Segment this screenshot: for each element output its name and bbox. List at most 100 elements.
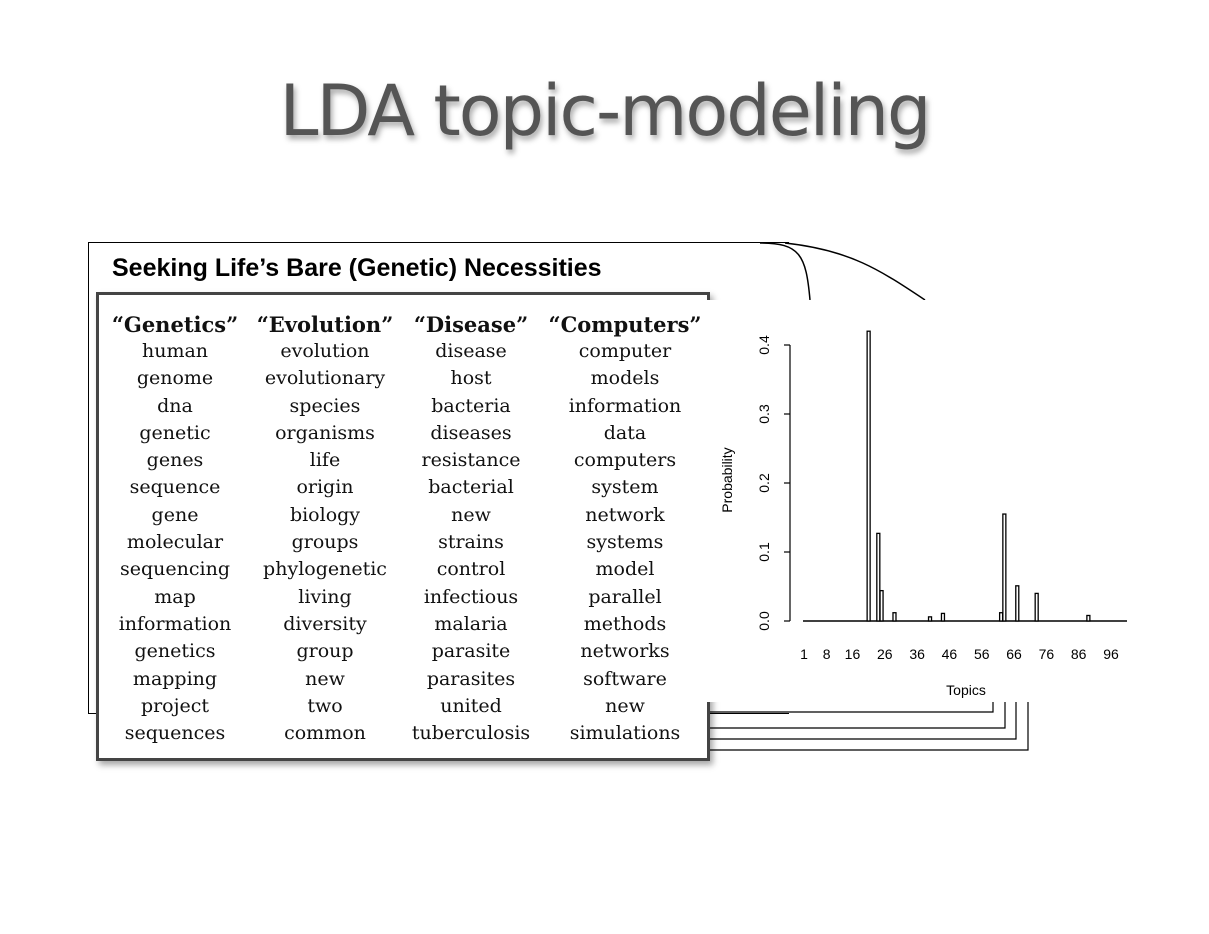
bar [1002,513,1007,622]
topic-word: networks [580,640,670,663]
topics-table: “Genetics” human genome dna genetic gene… [96,292,710,761]
topic-word: information [118,612,232,635]
topic-word: living [298,585,352,608]
topic-word: strains [438,531,504,554]
chart-panel [706,300,1036,702]
topic-word: diversity [283,612,367,635]
x-tick-label: 46 [942,646,958,662]
topic-word: control [436,558,506,581]
topic-word: system [591,476,659,499]
connector-line [706,702,994,713]
y-tick-label: 0.3 [756,404,772,424]
connector-line [706,702,1017,740]
topic-word: bacteria [431,394,511,417]
topic-word: two [307,694,343,717]
topic-word: common [284,722,366,745]
topic-word: systems [586,531,664,554]
x-tick-label: 86 [1071,646,1087,662]
slide-title: LDA topic-modeling [279,70,932,152]
topic-word: phylogenetic [263,558,387,581]
x-tick-label: 66 [1006,646,1022,662]
topic-word: models [590,367,660,390]
bar [1086,614,1091,622]
bar [876,532,881,622]
x-tick-label: 26 [877,646,893,662]
topic-word: bacterial [428,476,514,499]
topic-word: new [305,667,345,690]
topic-heading: “Disease” [413,312,529,337]
topic-word: human [141,340,209,362]
x-tick-label: 1 [800,646,808,662]
topic-word: species [289,394,361,417]
bar [879,589,884,622]
y-axis-label: Probability [719,447,735,512]
topic-word: organisms [275,421,375,444]
y-tick-label: 0.1 [756,542,772,562]
bar [940,612,946,622]
y-tick-label: 0.0 [756,611,772,631]
chart-layer: 0.0 0.1 0.2 0.3 0.4 1 8 16 26 36 46 56 66 76 86 96 [756,330,1127,662]
topic-word: parasites [426,667,516,690]
topic-word: evolutionary [264,367,386,390]
bar [1015,585,1020,622]
topic-word: host [450,367,492,390]
y-tick-label: 0.4 [756,335,772,355]
topic-word: computer [578,340,672,362]
topic-word: gene [151,503,199,526]
topic-word: data [603,421,647,444]
bar [892,612,897,622]
topic-word: group [296,640,354,663]
topic-word: genetic [139,421,211,444]
topic-word: new [605,694,645,717]
topic-word: genome [136,367,214,390]
topic-word: origin [296,476,354,499]
topic-word: model [595,558,655,581]
bar [1034,592,1039,622]
topic-word: mapping [132,667,218,690]
topic-word: parallel [588,585,662,608]
topic-word: diseases [430,421,512,444]
topic-column-disease: “Disease” disease host bacteria diseases… [412,311,530,747]
topic-word: sequence [129,476,221,499]
bar [927,616,933,622]
x-tick-label: 8 [823,646,831,662]
topic-word: evolution [280,340,370,362]
topic-word: disease [435,340,507,362]
x-tick-label: 96 [1103,646,1119,662]
x-tick-label: 36 [909,646,925,662]
topic-word: software [583,667,667,690]
page-curl-line [759,242,811,301]
x-tick-label: 56 [974,646,990,662]
topic-heading: “Evolution” [256,312,394,337]
x-tick-label: 76 [1039,646,1055,662]
topic-word: genetics [134,640,216,663]
x-axis-label: Topics [946,682,986,698]
topic-word: groups [291,531,359,554]
topic-word: biology [289,503,361,526]
topic-word: network [585,503,665,526]
topic-column-evolution: “Evolution” evolution evolutionary speci… [257,311,394,747]
topic-word: molecular [126,531,224,554]
connector-line [706,702,1029,751]
y-tick-label: 0.2 [756,473,772,493]
topic-word: new [451,503,491,526]
x-tick-label: 16 [845,646,861,662]
topic-word: life [309,449,341,472]
topic-word: project [140,694,210,717]
topic-column-computers: “Computers” computer models information … [549,311,702,747]
topic-heading: “Genetics” [111,312,239,337]
topic-heading: “Computers” [548,312,702,337]
connector-line [706,702,1006,729]
topic-word: genes [146,449,204,472]
topic-word: resistance [421,449,521,472]
topic-word: simulations [569,722,681,745]
topic-word: infectious [423,585,519,608]
topic-word: sequencing [120,558,230,581]
bar [866,330,871,622]
topic-word: malaria [434,612,508,635]
topic-word: sequences [124,722,226,745]
topic-word: tuberculosis [411,722,531,745]
